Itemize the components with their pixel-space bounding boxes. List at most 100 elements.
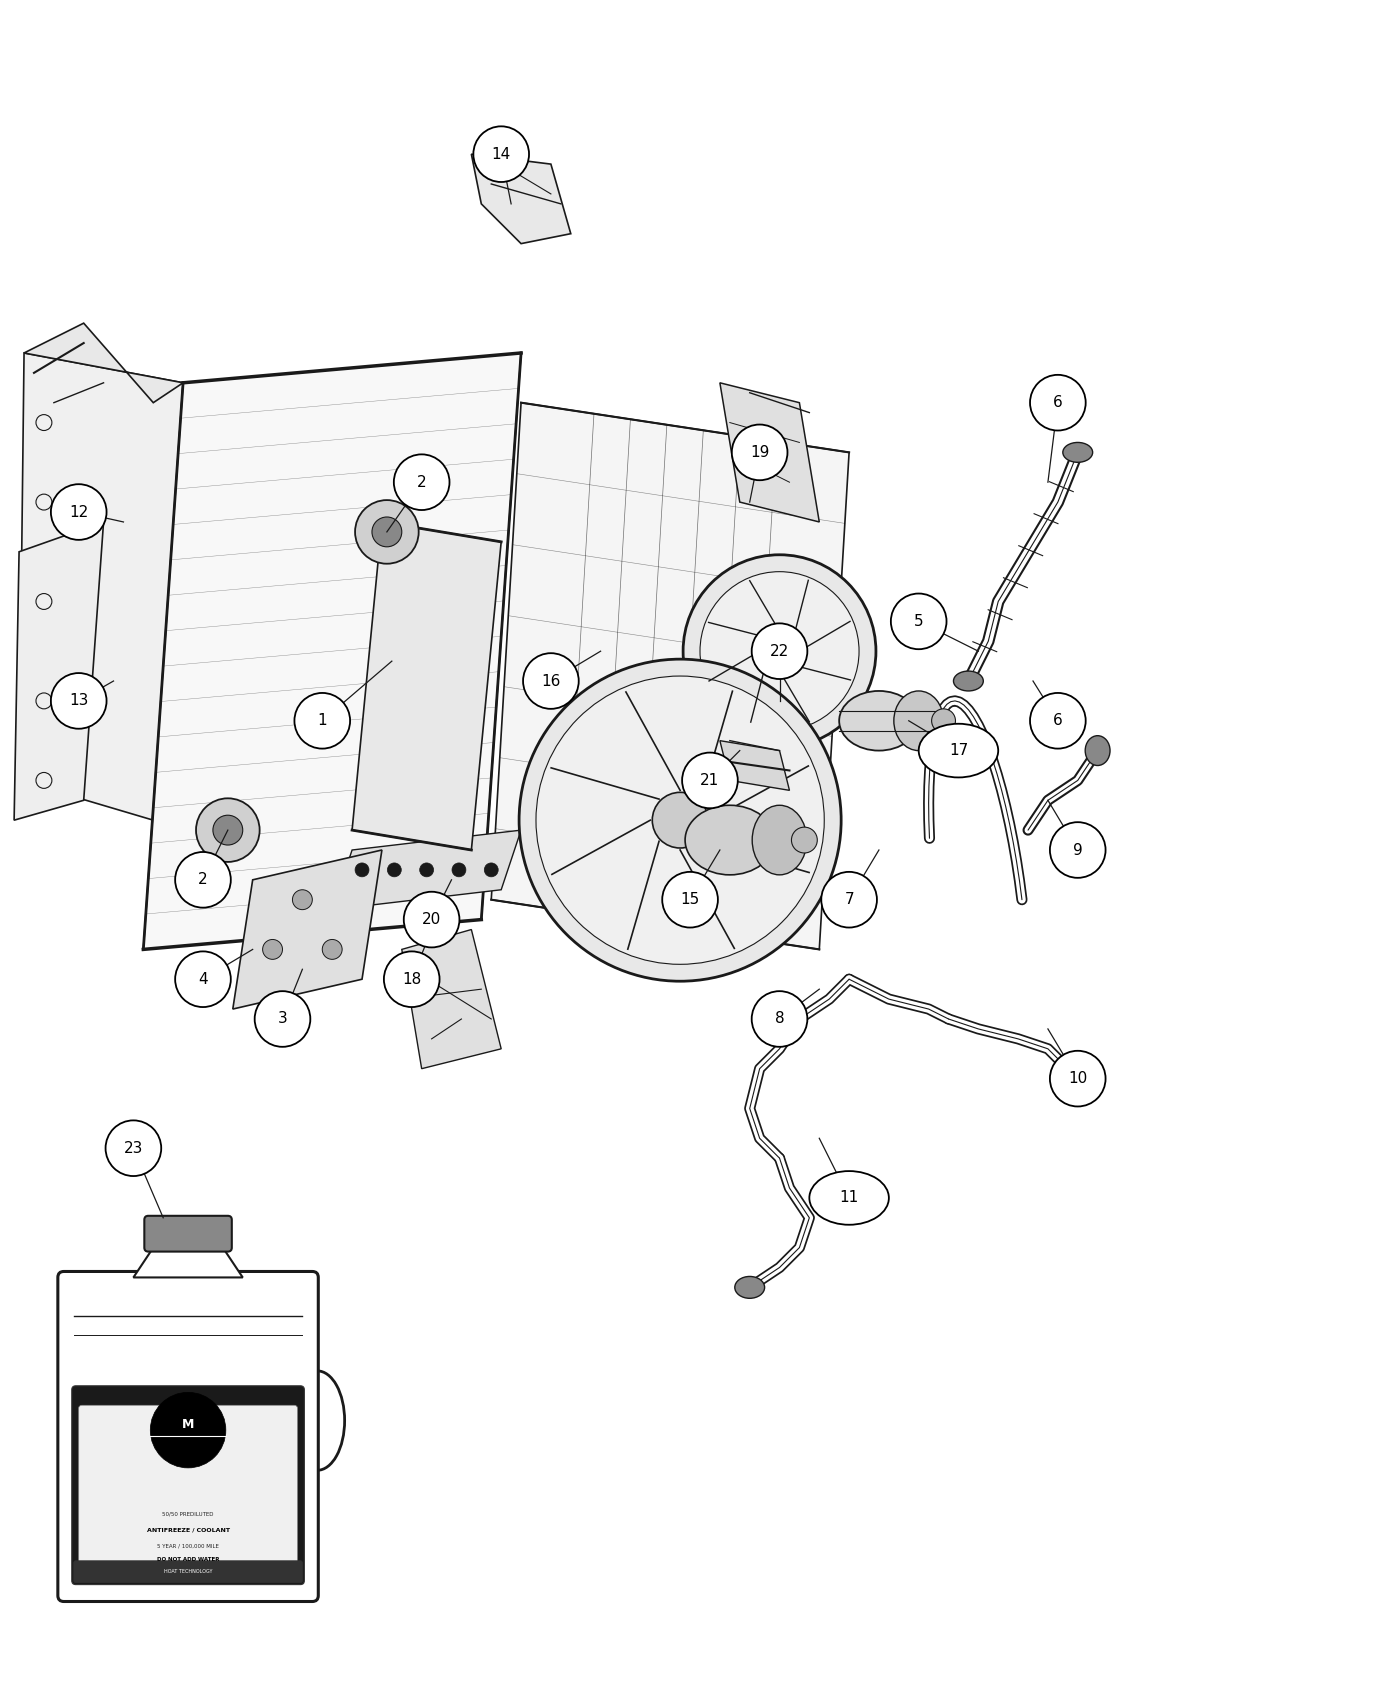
Circle shape [452,864,466,877]
Text: ANTIFREEZE / COOLANT: ANTIFREEZE / COOLANT [147,1527,230,1532]
Text: 14: 14 [491,146,511,162]
Ellipse shape [1063,442,1092,462]
Circle shape [213,816,242,845]
Polygon shape [402,930,501,1069]
Circle shape [473,126,529,182]
Polygon shape [720,741,790,791]
Polygon shape [232,850,382,1010]
Circle shape [1030,694,1085,748]
Text: 5 YEAR / 100,000 MILE: 5 YEAR / 100,000 MILE [157,1544,218,1549]
Ellipse shape [735,1277,764,1299]
Text: 6: 6 [1053,714,1063,728]
Polygon shape [24,323,183,403]
Polygon shape [351,522,501,850]
Text: 4: 4 [199,972,207,986]
Text: MOPAR: MOPAR [169,1447,206,1457]
Text: 3: 3 [277,1012,287,1027]
Text: 22: 22 [770,644,790,658]
Circle shape [384,952,440,1006]
Circle shape [752,991,808,1047]
Circle shape [519,660,841,981]
FancyBboxPatch shape [57,1272,318,1601]
Circle shape [150,1392,225,1467]
Circle shape [652,792,708,848]
Text: 20: 20 [421,913,441,927]
Circle shape [255,991,311,1047]
Text: DO NOT ADD WATER: DO NOT ADD WATER [157,1557,220,1562]
Circle shape [752,624,808,678]
Ellipse shape [752,806,806,876]
Text: 8: 8 [774,1012,784,1027]
Text: HOAT TECHNOLOGY: HOAT TECHNOLOGY [164,1569,213,1574]
Circle shape [682,753,738,808]
FancyBboxPatch shape [71,1386,304,1584]
Text: 13: 13 [69,694,88,709]
Circle shape [662,872,718,928]
Circle shape [356,864,370,877]
Circle shape [175,952,231,1006]
Circle shape [50,484,106,541]
Polygon shape [133,1248,242,1277]
Text: 19: 19 [750,445,770,461]
Ellipse shape [893,690,944,751]
Circle shape [524,653,578,709]
Circle shape [931,709,955,733]
Ellipse shape [1054,1057,1082,1080]
Text: 50/50 PREDILUTED: 50/50 PREDILUTED [162,1511,214,1516]
FancyBboxPatch shape [144,1216,232,1251]
Circle shape [700,571,860,731]
Text: 5: 5 [914,614,924,629]
Text: M: M [182,1418,195,1431]
Text: 16: 16 [542,673,560,689]
Circle shape [393,454,449,510]
Text: 2: 2 [417,474,427,490]
Circle shape [175,852,231,908]
Text: 18: 18 [402,972,421,986]
Circle shape [294,694,350,748]
Text: 1: 1 [318,714,328,728]
Circle shape [762,634,798,670]
Circle shape [484,864,498,877]
Circle shape [403,892,459,947]
Text: 10: 10 [1068,1071,1088,1086]
Ellipse shape [839,690,918,751]
Polygon shape [491,403,850,949]
Polygon shape [20,354,183,819]
Circle shape [322,940,342,959]
FancyBboxPatch shape [74,1561,302,1583]
Text: 23: 23 [123,1141,143,1156]
Circle shape [536,677,825,964]
Circle shape [356,500,419,564]
Circle shape [1050,823,1106,877]
FancyBboxPatch shape [78,1406,297,1576]
Polygon shape [332,830,521,910]
Ellipse shape [809,1171,889,1224]
Text: 6: 6 [1053,394,1063,410]
Polygon shape [143,354,521,949]
Text: 21: 21 [700,774,720,787]
Text: 11: 11 [840,1190,858,1205]
Text: 7: 7 [844,892,854,908]
Circle shape [1030,374,1085,430]
Circle shape [293,889,312,910]
Circle shape [105,1120,161,1176]
Circle shape [372,517,402,547]
Circle shape [50,673,106,729]
Ellipse shape [953,672,983,690]
Polygon shape [14,522,104,819]
Text: 15: 15 [680,892,700,908]
Circle shape [683,554,876,748]
Circle shape [196,799,259,862]
Text: 12: 12 [69,505,88,520]
Circle shape [791,828,818,853]
Circle shape [890,593,946,649]
Ellipse shape [1085,736,1110,765]
Ellipse shape [685,806,774,876]
Text: 9: 9 [1072,843,1082,857]
Ellipse shape [918,724,998,777]
Circle shape [388,864,402,877]
Polygon shape [720,382,819,522]
Text: 17: 17 [949,743,967,758]
Circle shape [263,940,283,959]
Polygon shape [472,155,571,243]
